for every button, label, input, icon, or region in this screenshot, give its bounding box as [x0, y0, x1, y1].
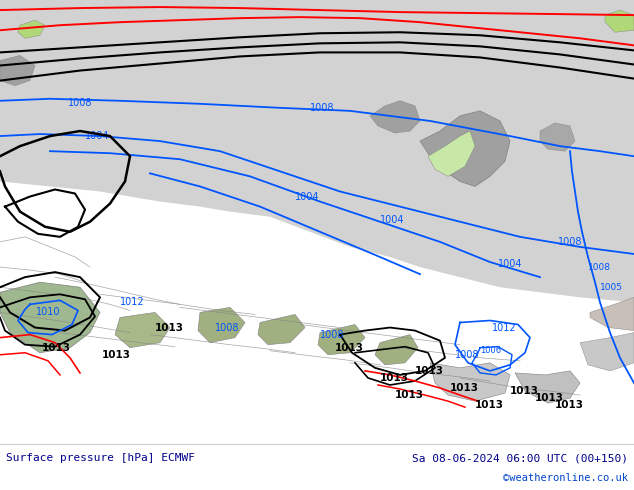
Text: 1013: 1013: [510, 386, 539, 396]
Text: 1004: 1004: [498, 259, 522, 269]
Text: 1013: 1013: [555, 400, 584, 410]
Text: ©weatheronline.co.uk: ©weatheronline.co.uk: [503, 473, 628, 483]
Text: 1013: 1013: [335, 343, 364, 353]
Text: 1013: 1013: [450, 383, 479, 393]
Polygon shape: [590, 297, 634, 331]
Text: 1004: 1004: [380, 215, 404, 225]
Polygon shape: [605, 10, 634, 32]
Text: 1008: 1008: [558, 237, 583, 247]
Polygon shape: [428, 131, 475, 176]
Polygon shape: [318, 324, 365, 355]
Text: 1013: 1013: [155, 322, 184, 333]
Text: 1005: 1005: [600, 283, 623, 292]
Polygon shape: [18, 20, 45, 38]
Text: 1008: 1008: [215, 322, 240, 333]
Text: 1006: 1006: [480, 346, 501, 355]
Polygon shape: [420, 111, 510, 187]
Text: 1013: 1013: [415, 366, 444, 376]
Polygon shape: [430, 363, 510, 401]
Polygon shape: [580, 333, 634, 371]
Text: 1004: 1004: [295, 192, 320, 201]
Text: 1013: 1013: [395, 390, 424, 400]
Polygon shape: [375, 335, 418, 365]
Text: Sa 08-06-2024 06:00 UTC (00+150): Sa 08-06-2024 06:00 UTC (00+150): [412, 453, 628, 463]
Text: 1012: 1012: [492, 322, 517, 333]
Text: Surface pressure [hPa] ECMWF: Surface pressure [hPa] ECMWF: [6, 453, 195, 463]
Text: 1013: 1013: [535, 393, 564, 403]
Text: 1013: 1013: [380, 373, 409, 383]
Polygon shape: [258, 315, 305, 344]
Text: 1008: 1008: [455, 350, 479, 360]
Text: 1013: 1013: [102, 350, 131, 360]
Polygon shape: [515, 371, 580, 403]
Text: 1012: 1012: [120, 297, 145, 307]
Text: 1008: 1008: [320, 330, 344, 340]
Polygon shape: [540, 123, 575, 151]
Text: 1013: 1013: [475, 400, 504, 410]
Text: 1008: 1008: [68, 98, 93, 108]
Text: 1010: 1010: [36, 307, 60, 318]
Text: 1004: 1004: [85, 131, 110, 141]
Polygon shape: [0, 0, 634, 302]
Text: 1008: 1008: [310, 103, 335, 113]
Polygon shape: [0, 55, 35, 86]
Text: 1013: 1013: [42, 343, 71, 353]
Polygon shape: [198, 307, 245, 343]
Polygon shape: [0, 282, 100, 353]
Text: 1008: 1008: [588, 263, 611, 271]
Polygon shape: [370, 101, 420, 133]
Polygon shape: [115, 313, 170, 348]
